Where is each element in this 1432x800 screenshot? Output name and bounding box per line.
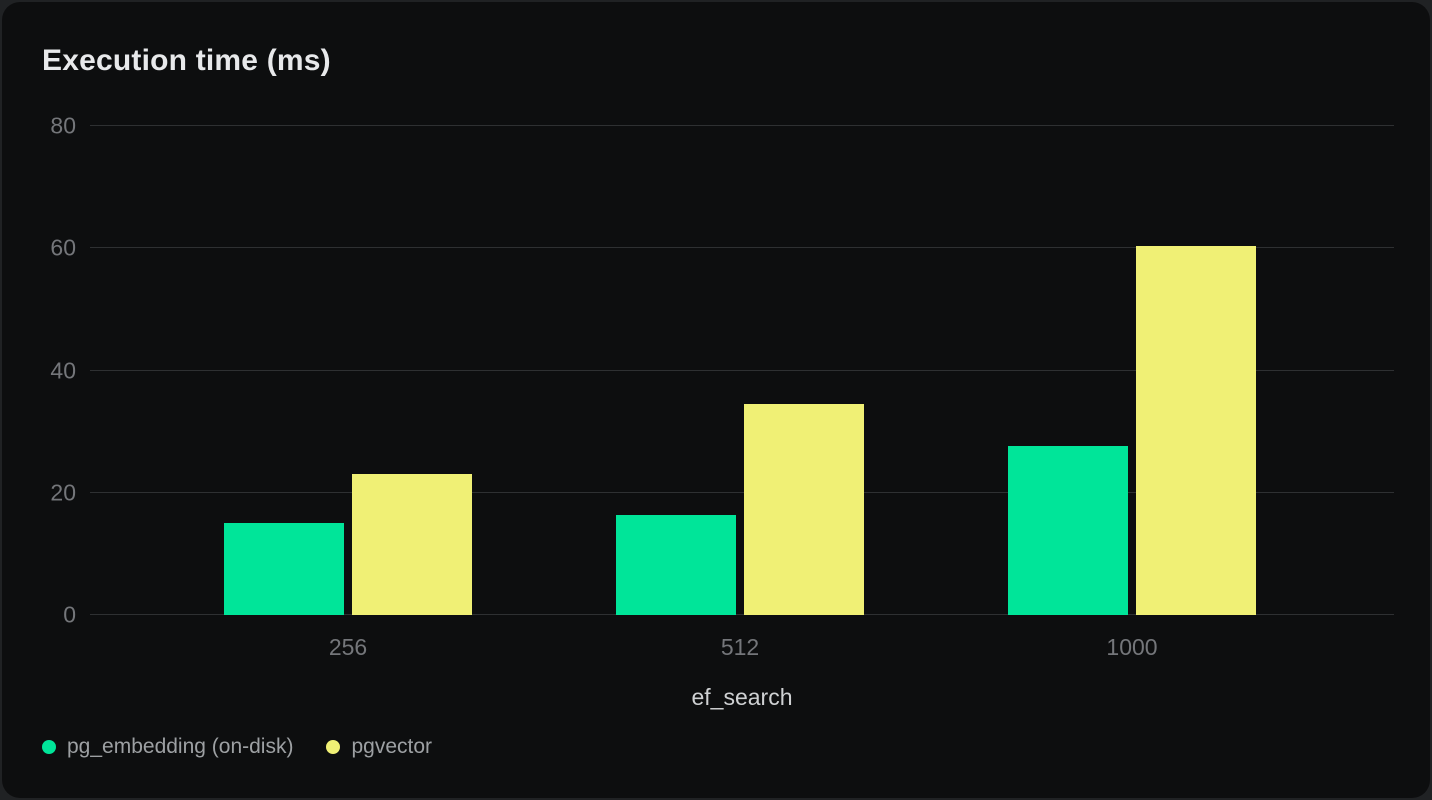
legend-label: pgvector [351,735,433,758]
bar-pg-embedding-256 [224,523,344,615]
y-tick-label: 80 [50,112,76,139]
bar-pgvector-256 [352,474,472,615]
gridline-60 [90,247,1394,249]
legend-dot-icon [326,740,341,754]
gridline-0 [90,614,1394,615]
bar-pgvector-512 [744,404,864,615]
x-tick-label-1000: 1000 [1106,634,1158,660]
y-tick-label: 0 [63,601,76,628]
x-tick-label-512: 512 [720,634,760,660]
y-tick-label: 20 [50,479,76,506]
plot-area: 80 60 40 20 0 256 512 1000 ef_search [50,113,1394,710]
legend: pg_embedding (on-disk) pgvector [42,735,432,759]
bar-pg-embedding-1000 [1008,446,1128,615]
x-tick-label-256: 256 [328,634,368,660]
x-axis-label: ef_search [691,684,793,710]
bar-group-1000 [1008,126,1256,615]
bar-group-256 [224,126,472,615]
legend-label: pg_embedding (on-disk) [67,735,294,758]
gridline-20 [90,491,1394,493]
legend-dot-icon [42,740,56,754]
gridline-40 [90,369,1394,371]
bar-pg-embedding-512 [616,515,736,615]
legend-item-pg-embedding: pg_embedding (on-disk) [42,735,293,759]
gridline-80 [90,125,1394,126]
legend-item-pgvector: pgvector [326,735,432,759]
y-tick-label: 40 [50,357,76,383]
bar-pgvector-1000 [1136,246,1256,615]
y-tick-label: 60 [50,234,76,261]
bar-group-512 [616,126,864,615]
chart-title: Execution time (ms) [42,44,331,77]
